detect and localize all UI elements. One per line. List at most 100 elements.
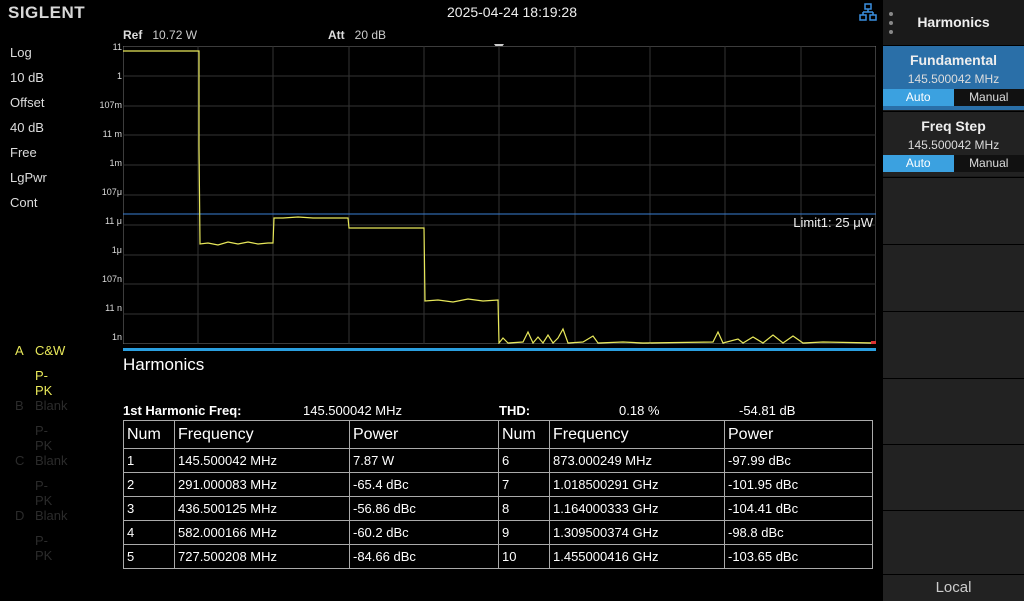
y-axis-label: 11 μ (105, 216, 122, 226)
header-frequency: Frequency (550, 421, 725, 449)
header-frequency: Frequency (175, 421, 350, 449)
spectrum-plot[interactable]: Limit1: 25 μW (123, 46, 876, 344)
first-harmonic-value: 145.500042 MHz (303, 403, 402, 418)
cell-num: 3 (124, 497, 175, 521)
cell-power: 7.87 W (350, 449, 499, 473)
thd-db: -54.81 dB (739, 403, 795, 418)
freq-step-mode-toggle[interactable]: Auto Manual (883, 155, 1024, 172)
cell-frequency: 1.309500374 GHz (550, 521, 725, 545)
cell-power: -56.86 dBc (350, 497, 499, 521)
table-divider (123, 348, 876, 351)
freq-step-value: 145.500042 MHz (883, 138, 1024, 152)
trace-detector: P-PK (35, 423, 52, 453)
softkey-blank[interactable] (883, 444, 1024, 510)
trace-letter: A (15, 343, 24, 358)
y-axis-label: 107μ (102, 187, 122, 197)
cell-num: 6 (499, 449, 550, 473)
thd-label: THD: (499, 403, 530, 418)
local-button[interactable]: Local (883, 574, 1024, 601)
freq-step-manual[interactable]: Manual (954, 155, 1024, 172)
softkey-blank[interactable] (883, 510, 1024, 574)
cell-num: 1 (124, 449, 175, 473)
softkey-blank[interactable] (883, 378, 1024, 444)
cell-power: -60.2 dBc (350, 521, 499, 545)
cell-num: 9 (499, 521, 550, 545)
cell-num: 7 (499, 473, 550, 497)
freq-step-button[interactable]: Freq Step 145.500042 MHz Auto Manual (883, 111, 1024, 176)
table-row: 3 436.500125 MHz -56.86 dBc 8 1.16400033… (124, 497, 873, 521)
cell-power: -101.95 dBc (725, 473, 873, 497)
trigger-mode: Free (10, 140, 47, 165)
trace-letter: B (15, 398, 24, 413)
cell-frequency: 436.500125 MHz (175, 497, 350, 521)
y-axis-label: 1m (109, 158, 122, 168)
attenuation: Att 20 dB (328, 28, 386, 42)
ref-level: Ref 10.72 W (123, 28, 197, 42)
cell-frequency: 1.164000333 GHz (550, 497, 725, 521)
y-axis-label: 107n (102, 274, 122, 284)
softkey-blank[interactable] (883, 311, 1024, 378)
fundamental-button[interactable]: Fundamental 145.500042 MHz Auto Manual (883, 45, 1024, 110)
left-params: Log 10 dB Offset 40 dB Free LgPwr Cont (10, 40, 47, 215)
cell-power: -104.41 dBc (725, 497, 873, 521)
fundamental-auto[interactable]: Auto (883, 89, 954, 106)
cell-num: 5 (124, 545, 175, 569)
cell-frequency: 145.500042 MHz (175, 449, 350, 473)
trace-mode: Blank (35, 398, 68, 413)
header-power: Power (350, 421, 499, 449)
first-harmonic-label: 1st Harmonic Freq: (123, 403, 241, 418)
cell-power: -98.8 dBc (725, 521, 873, 545)
limit-label: Limit1: 25 μW (793, 215, 873, 230)
y-axis-label: 1 (117, 71, 122, 81)
y-axis-label: 11 n (105, 303, 122, 313)
scale-type: Log (10, 40, 47, 65)
trace-detector: P-PK (35, 368, 52, 398)
table-row: 2 291.000083 MHz -65.4 dBc 7 1.018500291… (124, 473, 873, 497)
header-num: Num (499, 421, 550, 449)
cell-num: 4 (124, 521, 175, 545)
softkey-blank[interactable] (883, 244, 1024, 311)
trace-mode: C&W (35, 343, 65, 358)
cell-num: 2 (124, 473, 175, 497)
cell-power: -97.99 dBc (725, 449, 873, 473)
header-power: Power (725, 421, 873, 449)
y-axis-label: 107m (99, 100, 122, 110)
softkey-menu: Harmonics Fundamental 145.500042 MHz Aut… (883, 0, 1024, 600)
y-axis-label: 1n (112, 332, 122, 342)
softkey-blank[interactable] (883, 177, 1024, 244)
header-num: Num (124, 421, 175, 449)
cell-frequency: 291.000083 MHz (175, 473, 350, 497)
fundamental-value: 145.500042 MHz (883, 72, 1024, 86)
trace-letter: C (15, 453, 24, 468)
trace-mode: Blank (35, 453, 68, 468)
y-axis-label: 1μ (112, 245, 122, 255)
ref-value: 10.72 W (152, 28, 197, 42)
cell-frequency: 873.000249 MHz (550, 449, 725, 473)
att-value: 20 dB (355, 28, 386, 42)
cell-frequency: 1.018500291 GHz (550, 473, 725, 497)
y-axis-label: 11 (113, 42, 122, 52)
ref-label: Ref (123, 28, 142, 42)
trace-mode: Blank (35, 508, 68, 523)
table-row: 5 727.500208 MHz -84.66 dBc 10 1.4550004… (124, 545, 873, 569)
trace-detector: P-PK (35, 478, 52, 508)
menu-title: Harmonics (883, 14, 1024, 30)
att-label: Att (328, 28, 345, 42)
table-header-row: Num Frequency Power Num Frequency Power (124, 421, 873, 449)
network-icon (859, 3, 877, 21)
freq-step-auto[interactable]: Auto (883, 155, 954, 172)
offset-label: Offset (10, 90, 47, 115)
cell-num: 8 (499, 497, 550, 521)
table-row: 1 145.500042 MHz 7.87 W 6 873.000249 MHz… (124, 449, 873, 473)
trace-detector: P-PK (35, 533, 52, 563)
cell-power: -84.66 dBc (350, 545, 499, 569)
fundamental-manual[interactable]: Manual (954, 89, 1024, 106)
thd-percent: 0.18 % (619, 403, 659, 418)
fundamental-mode-toggle[interactable]: Auto Manual (883, 89, 1024, 106)
cell-power: -65.4 dBc (350, 473, 499, 497)
datetime: 2025-04-24 18:19:28 (380, 4, 644, 20)
table-title: Harmonics (123, 355, 204, 375)
cell-frequency: 727.500208 MHz (175, 545, 350, 569)
offset-value: 40 dB (10, 115, 47, 140)
scale-div: 10 dB (10, 65, 47, 90)
